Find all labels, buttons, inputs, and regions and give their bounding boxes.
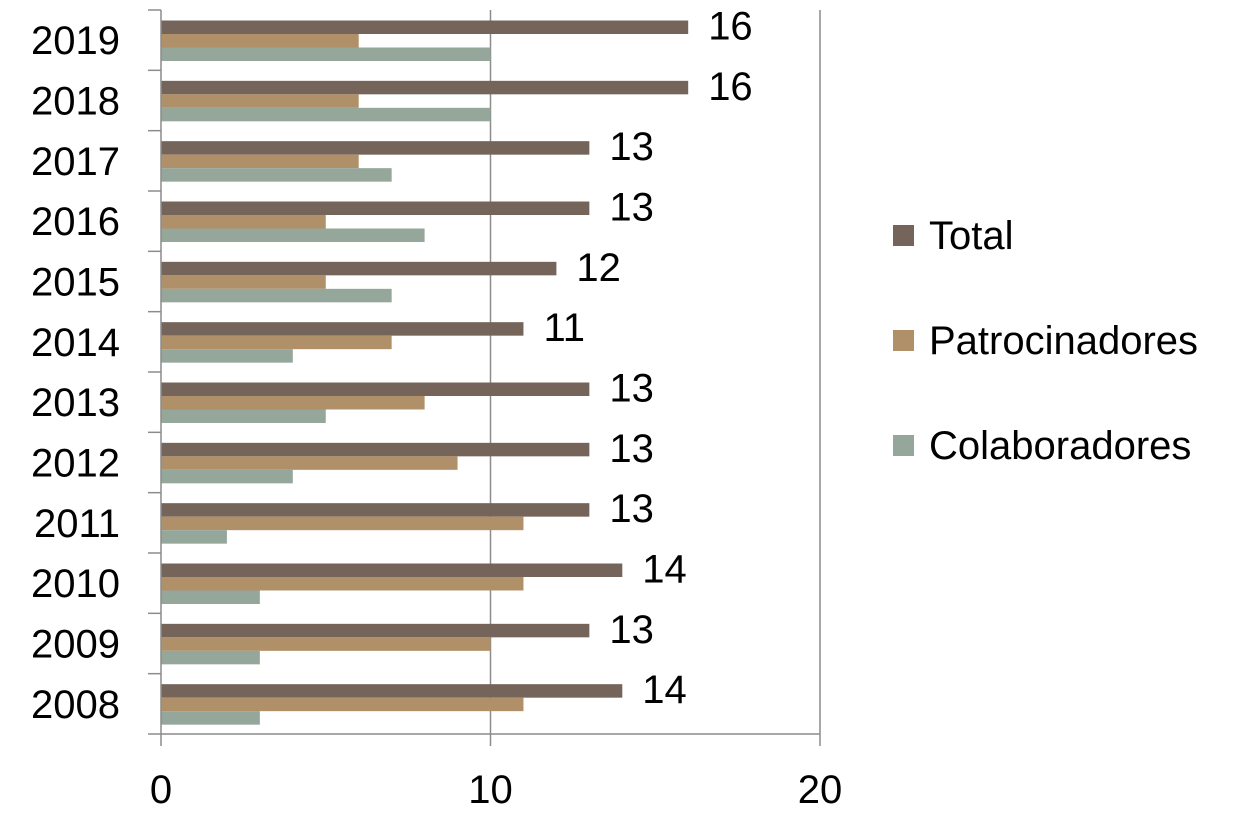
bar-patrocinadores-2015	[161, 275, 326, 289]
x-tick-label-0: 0	[150, 768, 172, 810]
data-label-2018: 16	[708, 65, 753, 109]
bar-total-2019	[161, 20, 689, 34]
bar-patrocinadores-2019	[161, 34, 359, 48]
data-label-2017: 13	[609, 125, 654, 169]
data-label-2011: 13	[609, 487, 654, 531]
bar-total-2018	[161, 80, 689, 95]
bar-total-2014	[161, 322, 524, 336]
legend-label-colaboradores: Colaboradores	[929, 424, 1191, 468]
data-label-2019: 16	[708, 5, 753, 49]
y-tick-label-2019: 2019	[31, 19, 120, 63]
y-tick-label-2018: 2018	[31, 80, 120, 124]
bar-colaboradores-2016	[161, 228, 425, 242]
legend-swatch-colaboradores	[893, 435, 914, 456]
bar-colaboradores-2019	[161, 47, 491, 61]
data-label-2012: 13	[609, 427, 654, 471]
bar-patrocinadores-2013	[161, 396, 425, 410]
bar-colaboradores-2009	[161, 650, 260, 665]
legend-swatch-total	[893, 225, 914, 246]
bar-total-2012	[161, 442, 590, 457]
bar-colaboradores-2014	[161, 349, 293, 363]
bar-colaboradores-2013	[161, 409, 326, 423]
bar-patrocinadores-2012	[161, 456, 458, 470]
bar-total-2008	[161, 684, 623, 698]
bar-patrocinadores-2011	[161, 516, 524, 531]
bar-colaboradores-2010	[161, 590, 260, 604]
data-labels: 16 16 13 13 12 11 13 13 13 14 13 14	[543, 5, 752, 713]
bar-total-2010	[161, 563, 623, 577]
bar-patrocinadores-2008	[161, 697, 524, 712]
x-tick-label-20: 20	[798, 768, 843, 810]
legend-label-total: Total	[929, 214, 1014, 258]
data-label-2013: 13	[609, 367, 654, 411]
bar-total-2013	[161, 382, 590, 396]
y-tick-label-2014: 2014	[31, 321, 120, 365]
bar-patrocinadores-2016	[161, 215, 326, 229]
bar-patrocinadores-2014	[161, 335, 392, 350]
data-label-2010: 14	[642, 548, 687, 592]
bar-patrocinadores-2018	[161, 94, 359, 108]
bar-colaboradores-2017	[161, 168, 392, 182]
y-tick-label-2011: 2011	[34, 502, 120, 546]
y-tick-label-2009: 2009	[31, 623, 120, 667]
x-tick-label-10: 10	[468, 768, 513, 810]
legend-swatch-patrocinadores	[893, 330, 914, 351]
bar-colaboradores-2011	[161, 530, 227, 544]
bar-patrocinadores-2017	[161, 154, 359, 169]
y-tick-label-2008: 2008	[31, 683, 120, 727]
bar-colaboradores-2018	[161, 107, 491, 122]
y-tick-label-2016: 2016	[31, 200, 120, 244]
y-tick-label-2010: 2010	[31, 562, 120, 606]
bar-total-2011	[161, 503, 590, 517]
bar-colaboradores-2012	[161, 469, 293, 484]
data-label-2016: 13	[609, 186, 654, 230]
y-tick-label-2012: 2012	[31, 442, 120, 486]
y-tick-label-2015: 2015	[31, 261, 120, 305]
legend: Total Patrocinadores Colaboradores	[893, 214, 1198, 468]
bar-patrocinadores-2010	[161, 577, 524, 591]
data-label-2009: 13	[609, 608, 654, 652]
y-tick-label-2013: 2013	[31, 381, 120, 425]
bars	[161, 20, 689, 725]
bar-colaboradores-2015	[161, 288, 392, 303]
bar-colaboradores-2008	[161, 711, 260, 725]
bar-total-2015	[161, 261, 557, 276]
data-label-2015: 12	[576, 246, 621, 290]
gridlines	[489, 10, 821, 734]
axes: 2019201820172016201520142013201220112010…	[31, 9, 843, 812]
bar-patrocinadores-2009	[161, 637, 491, 651]
bar-total-2009	[161, 623, 590, 638]
data-label-2008: 14	[642, 668, 687, 712]
legend-label-patrocinadores: Patrocinadores	[929, 319, 1198, 363]
y-tick-label-2017: 2017	[31, 140, 120, 184]
bar-total-2016	[161, 201, 590, 215]
bar-total-2017	[161, 141, 590, 155]
data-label-2014: 11	[543, 306, 585, 350]
